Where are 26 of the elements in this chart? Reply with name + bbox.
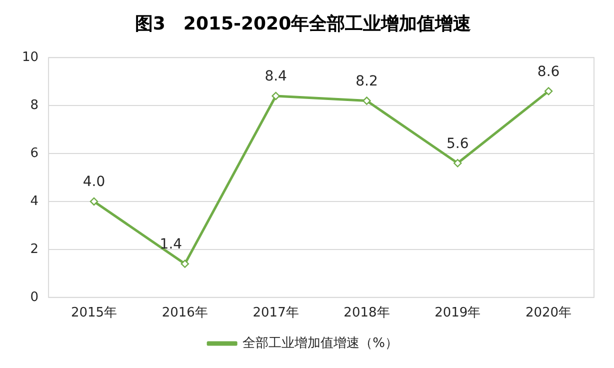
legend-label: 全部工业增加值增速（%） [242, 336, 398, 351]
point [272, 92, 280, 100]
data-label: 4.0 [82, 174, 106, 190]
y-tick-label: 4 [30, 194, 39, 209]
data-label: 8.6 [537, 64, 560, 80]
y-tick-label: 0 [30, 290, 39, 305]
point [544, 87, 553, 96]
x-tick-label: 2018年 [344, 306, 390, 321]
point [90, 197, 98, 206]
point [180, 260, 190, 268]
data-label: 5.6 [446, 136, 469, 152]
y-tick-label: 8 [30, 98, 39, 113]
x-tick-label: 2017年 [252, 306, 299, 321]
x-tick-label: 2015年 [70, 306, 118, 321]
x-tick-label: 2016年 [162, 306, 208, 321]
chart-title: 图3 2015-2020年全部工业增加值增速 [134, 13, 472, 34]
y-tick-label: 10 [22, 50, 39, 65]
y-tick-label: 2 [30, 242, 39, 257]
data-label: 8.2 [356, 73, 378, 90]
x-tick-label: 2019年 [434, 306, 481, 321]
data-label: 1.4 [160, 236, 182, 252]
point [454, 159, 462, 168]
y-tick-label: 6 [30, 146, 39, 161]
x-tick-label: 2020年 [526, 306, 572, 321]
point [362, 96, 371, 105]
data-label: 8.4 [264, 68, 288, 85]
